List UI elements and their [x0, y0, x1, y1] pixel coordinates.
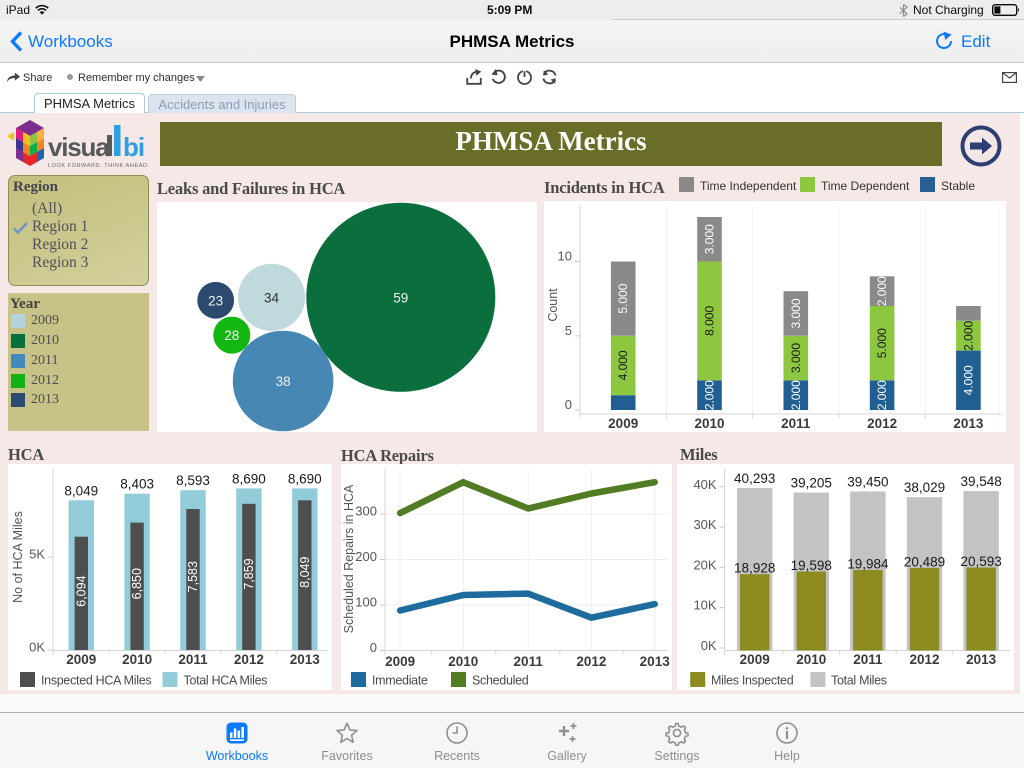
svg-text:2009: 2009: [608, 416, 638, 431]
svg-text:2013: 2013: [953, 416, 984, 431]
svg-text:39,548: 39,548: [960, 474, 1001, 489]
svg-text:0: 0: [565, 397, 572, 412]
svg-text:8,049: 8,049: [64, 483, 98, 498]
svg-text:40,293: 40,293: [734, 471, 775, 486]
svg-text:2011: 2011: [178, 652, 208, 667]
svg-text:30K: 30K: [693, 517, 716, 532]
svg-text:2.000: 2.000: [875, 276, 889, 306]
svg-text:10K: 10K: [693, 598, 716, 613]
svg-text:4.000: 4.000: [961, 365, 975, 395]
svg-text:3.000: 3.000: [789, 343, 803, 373]
svg-text:20,489: 20,489: [904, 554, 945, 569]
svg-text:2.000: 2.000: [875, 380, 889, 410]
svg-text:8,593: 8,593: [176, 473, 210, 488]
svg-text:Miles Inspected: Miles Inspected: [711, 674, 794, 688]
svg-text:2013: 2013: [290, 652, 321, 667]
svg-text:2010: 2010: [796, 652, 826, 667]
svg-text:3.000: 3.000: [703, 224, 717, 254]
svg-text:200: 200: [355, 549, 377, 564]
svg-text:39,450: 39,450: [847, 475, 888, 490]
svg-text:2.000: 2.000: [961, 320, 975, 350]
svg-text:28: 28: [224, 328, 239, 343]
svg-text:100: 100: [355, 595, 377, 610]
svg-text:0K: 0K: [29, 640, 45, 655]
svg-text:2012: 2012: [576, 654, 606, 669]
svg-text:LOOK FORWARD. THINK AHEAD.: LOOK FORWARD. THINK AHEAD.: [48, 163, 150, 169]
svg-text:Inspected HCA Miles: Inspected HCA Miles: [41, 674, 151, 688]
svg-text:20K: 20K: [693, 557, 716, 572]
svg-text:2010: 2010: [122, 652, 152, 667]
svg-text:2012: 2012: [909, 652, 939, 667]
svg-text:Total Miles: Total Miles: [831, 674, 887, 688]
svg-text:2011: 2011: [514, 654, 544, 669]
svg-text:2013: 2013: [966, 652, 997, 667]
svg-text:Immediate: Immediate: [372, 674, 428, 688]
svg-text:4.000: 4.000: [616, 350, 630, 380]
svg-text:10: 10: [558, 249, 572, 264]
svg-text:Total HCA Miles: Total HCA Miles: [184, 674, 268, 688]
svg-text:2010: 2010: [448, 654, 478, 669]
svg-text:5.000: 5.000: [875, 328, 889, 358]
svg-text:40K: 40K: [693, 477, 716, 492]
svg-text:Scheduled: Scheduled: [472, 674, 529, 688]
svg-text:2011: 2011: [853, 652, 883, 667]
svg-text:6,850: 6,850: [130, 568, 144, 599]
svg-text:0: 0: [370, 640, 377, 655]
svg-text:5: 5: [565, 323, 572, 338]
svg-text:39,205: 39,205: [791, 476, 832, 491]
svg-text:8,403: 8,403: [120, 477, 154, 492]
svg-text:visua: visua: [48, 132, 110, 162]
svg-text:7,583: 7,583: [186, 561, 200, 592]
svg-text:Count: Count: [546, 288, 560, 322]
svg-text:8,049: 8,049: [298, 557, 312, 588]
svg-text:23: 23: [208, 293, 223, 308]
svg-text:2.000: 2.000: [789, 380, 803, 410]
svg-text:38,029: 38,029: [904, 480, 945, 495]
svg-text:5K: 5K: [29, 547, 45, 562]
svg-text:No of HCA Miles: No of HCA Miles: [11, 511, 25, 603]
svg-text:8,690: 8,690: [232, 471, 266, 486]
svg-text:8.000: 8.000: [703, 306, 717, 336]
svg-text:8,690: 8,690: [288, 471, 322, 486]
svg-text:2010: 2010: [694, 416, 724, 431]
svg-text:5.000: 5.000: [616, 283, 630, 313]
svg-text:Scheduled Repairs in HCA: Scheduled Repairs in HCA: [342, 484, 356, 633]
svg-text:2012: 2012: [867, 416, 897, 431]
svg-text:38: 38: [276, 374, 291, 389]
svg-text:bi: bi: [123, 132, 144, 162]
svg-text:2011: 2011: [781, 416, 811, 431]
svg-text:2013: 2013: [640, 654, 671, 669]
svg-text:34: 34: [264, 290, 280, 305]
svg-text:300: 300: [355, 504, 377, 519]
svg-text:2009: 2009: [66, 652, 96, 667]
svg-text:2009: 2009: [385, 654, 415, 669]
svg-text:2.000: 2.000: [703, 380, 717, 410]
svg-text:19,984: 19,984: [847, 557, 889, 572]
svg-text:0K: 0K: [701, 638, 717, 653]
svg-text:7,859: 7,859: [242, 558, 256, 589]
svg-text:2012: 2012: [234, 652, 264, 667]
svg-text:59: 59: [393, 290, 408, 305]
svg-text:19,598: 19,598: [791, 558, 832, 573]
svg-text:18,928: 18,928: [734, 561, 775, 576]
svg-text:20,593: 20,593: [960, 554, 1001, 569]
svg-text:2009: 2009: [740, 652, 770, 667]
svg-text:6,094: 6,094: [74, 575, 88, 606]
svg-text:3.000: 3.000: [789, 298, 803, 328]
